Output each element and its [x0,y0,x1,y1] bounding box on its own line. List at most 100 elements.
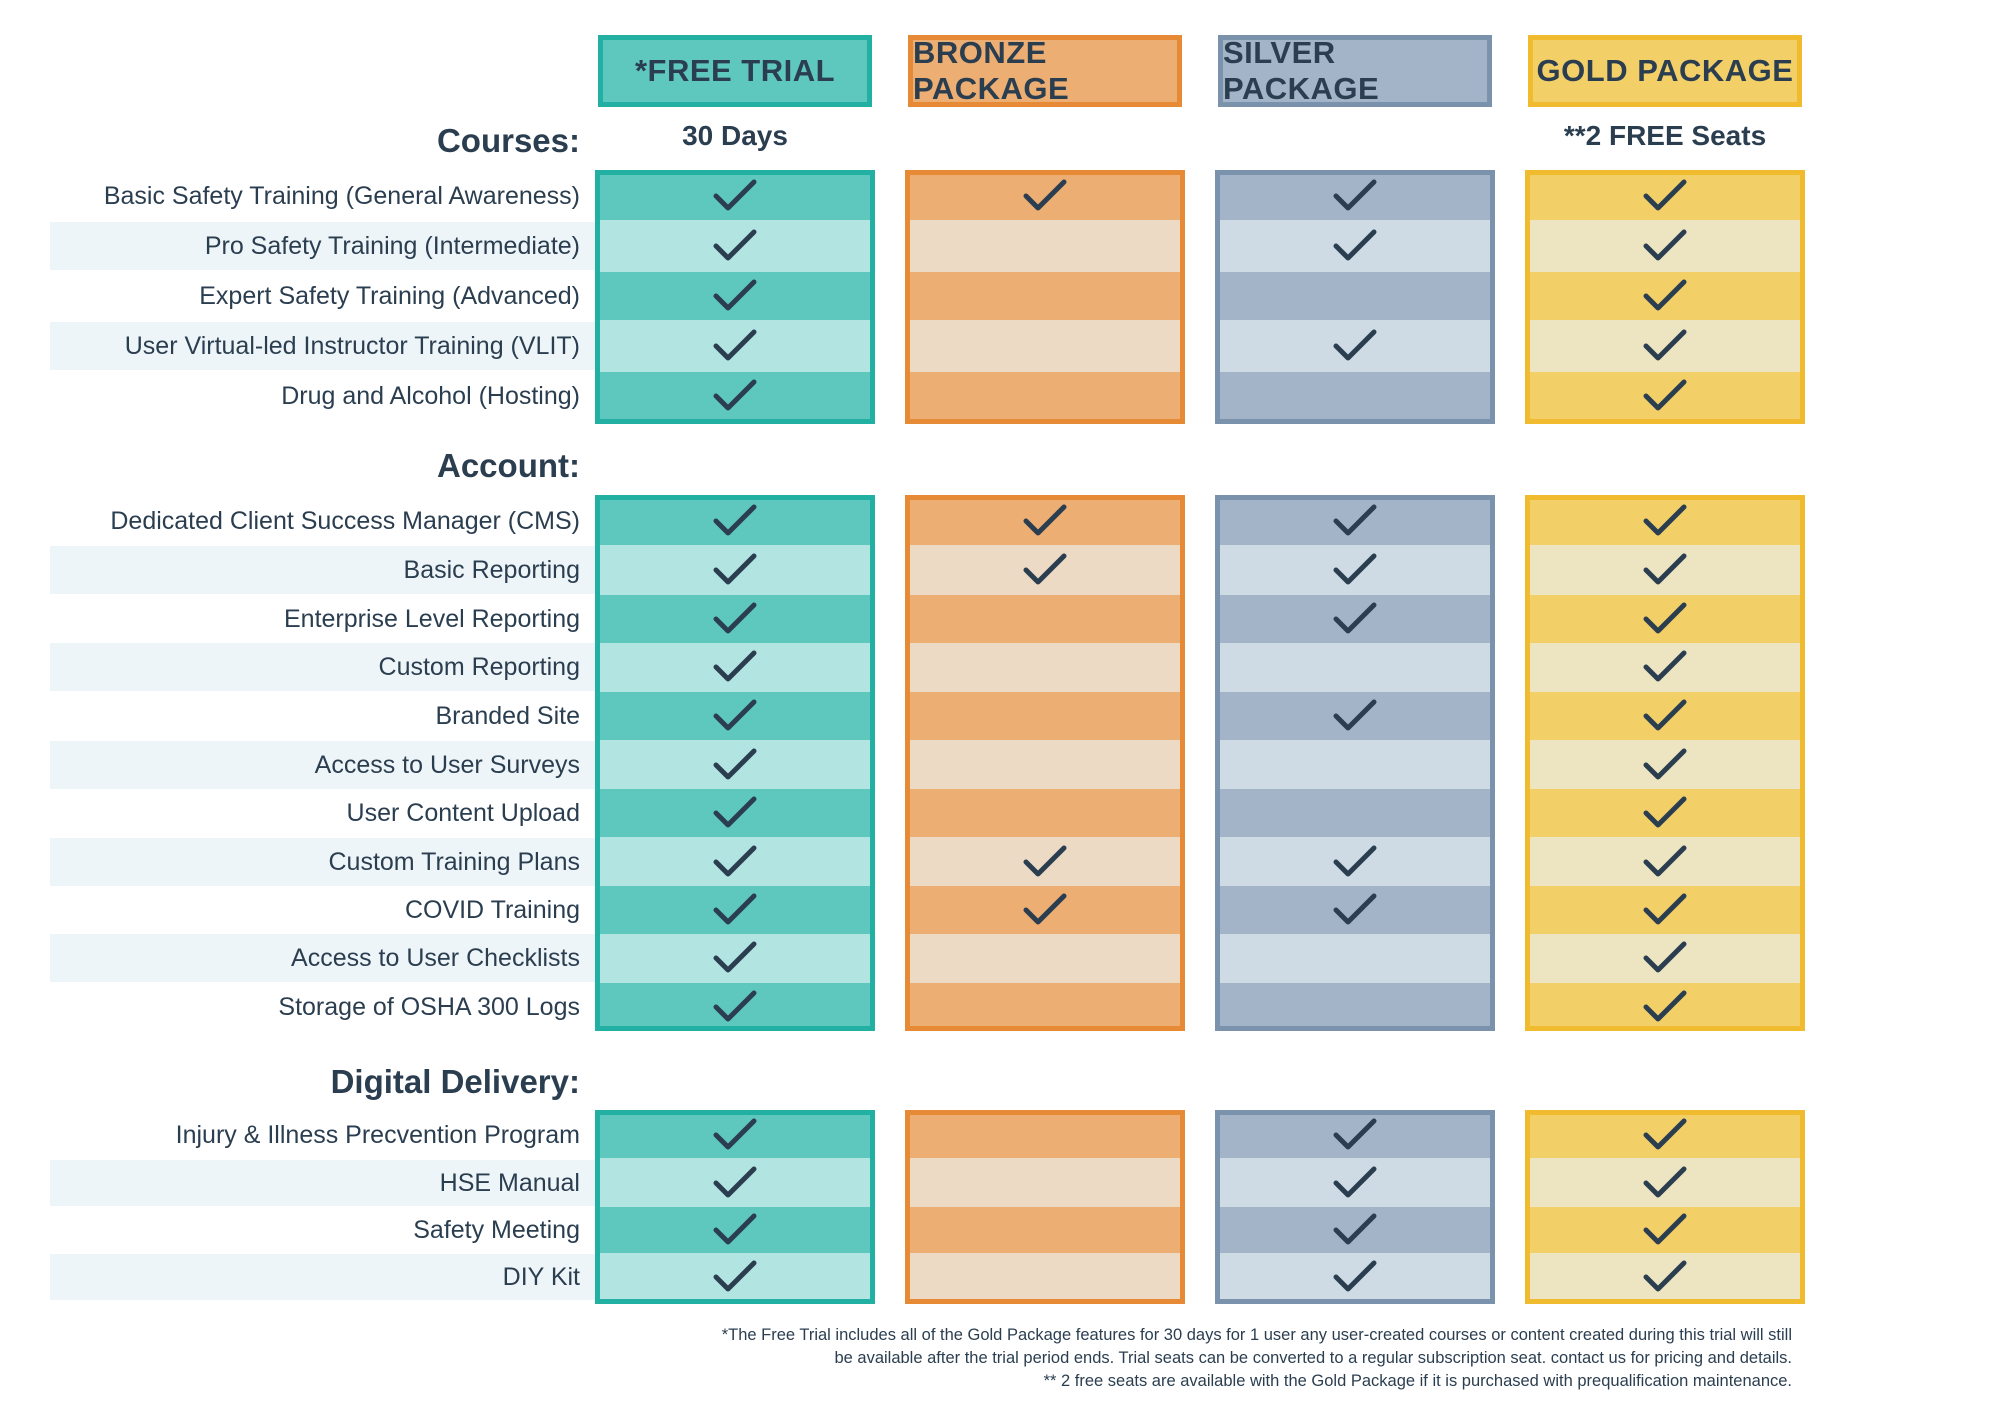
checkmark-icon [713,699,757,731]
checkmark-icon [1643,329,1687,361]
feature-cell [1530,838,1800,886]
checkmark-icon [1023,179,1067,211]
feature-label: Basic Reporting [403,555,580,584]
package-header-silver: SILVER PACKAGE [1218,35,1492,107]
feature-cell [1530,643,1800,691]
checkmark-icon [1643,1260,1687,1292]
feature-cell [910,741,1180,789]
checkmark-icon [1643,845,1687,877]
feature-cell [600,372,870,419]
package-subtitle-free: 30 Days [682,120,788,151]
feature-cell [600,500,870,545]
package-subtitle-gold: **2 FREE Seats [1563,120,1767,151]
checkmark-icon [713,1260,757,1292]
feature-cell [1530,692,1800,740]
checkmark-icon [1643,504,1687,536]
feature-cell [910,595,1180,643]
feature-cell [910,222,1180,270]
checkmark-icon [713,379,757,411]
feature-label: Injury & Illness Precvention Program [175,1120,580,1149]
feature-cell [910,1254,1180,1299]
feature-cell [1530,175,1800,220]
feature-label: Pro Safety Training (Intermediate) [204,231,580,260]
feature-label: Access to User Surveys [314,750,580,779]
feature-cell [1220,595,1490,643]
checkmark-icon [713,229,757,261]
feature-label: DIY Kit [502,1262,580,1291]
feature-label: Custom Reporting [378,652,580,681]
package-column-silver [1215,170,1495,424]
feature-cell [1220,983,1490,1026]
checkmark-icon [1643,650,1687,682]
checkmark-icon [1643,1213,1687,1245]
feature-label: User Virtual-led Instructor Training (VL… [124,331,580,360]
checkmark-icon [713,845,757,877]
package-column-free [595,495,875,1031]
feature-cell [910,1207,1180,1253]
checkmark-icon [1643,279,1687,311]
feature-cell [910,789,1180,837]
checkmark-icon [713,279,757,311]
feature-cell [600,1254,870,1299]
feature-cell [1220,175,1490,220]
feature-cell [910,546,1180,594]
feature-label: Access to User Checklists [291,943,580,972]
package-column-bronze [905,1110,1185,1304]
feature-cell [1220,322,1490,370]
row-stripe [50,643,595,691]
row-stripe [50,741,595,789]
feature-cell [1530,983,1800,1026]
section-title: Digital Delivery: [330,1063,580,1100]
feature-label: Safety Meeting [413,1215,580,1244]
feature-cell [1220,789,1490,837]
checkmark-icon [1333,893,1377,925]
feature-cell [1530,272,1800,320]
checkmark-icon [1333,504,1377,536]
feature-cell [1220,1254,1490,1299]
checkmark-icon [1643,748,1687,780]
checkmark-icon [1643,796,1687,828]
feature-cell [600,222,870,270]
feature-cell [910,500,1180,545]
checkmark-icon [1333,699,1377,731]
feature-label: Expert Safety Training (Advanced) [199,281,580,310]
footnote: *The Free Trial includes all of the Gold… [721,1326,1792,1344]
feature-cell [1530,372,1800,419]
checkmark-icon [1643,941,1687,973]
checkmark-icon [1643,893,1687,925]
footnote: be available after the trial period ends… [834,1349,1792,1367]
feature-cell [910,692,1180,740]
package-column-free [595,170,875,424]
section-title: Account: [437,447,580,484]
row-stripe [50,322,595,370]
feature-label: Enterprise Level Reporting [284,604,580,633]
feature-cell [1220,1207,1490,1253]
checkmark-icon [713,553,757,585]
package-column-bronze [905,495,1185,1031]
checkmark-icon [1023,845,1067,877]
row-stripe [50,222,595,270]
feature-cell [1530,500,1800,545]
checkmark-icon [1333,1260,1377,1292]
checkmark-icon [1643,553,1687,585]
feature-label: COVID Training [404,895,580,924]
package-column-bronze [905,170,1185,424]
feature-cell [600,741,870,789]
feature-cell [600,643,870,691]
feature-cell [1530,595,1800,643]
package-header-bronze: BRONZE PACKAGE [908,35,1182,107]
row-stripe [50,546,595,594]
feature-cell [1220,272,1490,320]
checkmark-icon [713,1166,757,1198]
feature-cell [1220,222,1490,270]
checkmark-icon [1023,553,1067,585]
feature-cell [910,838,1180,886]
footnote: ** 2 free seats are available with the G… [1043,1372,1792,1390]
feature-cell [1220,838,1490,886]
feature-cell [1530,322,1800,370]
feature-cell [1530,546,1800,594]
feature-label: Drug and Alcohol (Hosting) [281,381,580,410]
feature-cell [600,595,870,643]
checkmark-icon [713,990,757,1022]
checkmark-icon [713,1118,757,1150]
